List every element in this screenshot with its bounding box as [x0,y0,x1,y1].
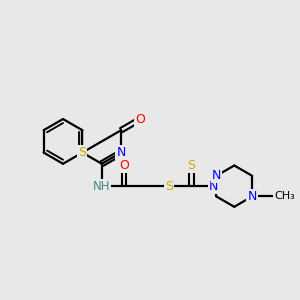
Text: S: S [78,146,86,159]
Text: CH₃: CH₃ [274,191,295,202]
Text: S: S [187,159,195,172]
Text: NH: NH [93,180,110,193]
Text: N: N [116,146,126,159]
Text: N: N [248,190,257,203]
Text: S: S [165,180,173,193]
Text: O: O [119,159,129,172]
Text: O: O [135,113,145,126]
Text: N: N [209,180,218,193]
Text: N: N [212,169,221,182]
